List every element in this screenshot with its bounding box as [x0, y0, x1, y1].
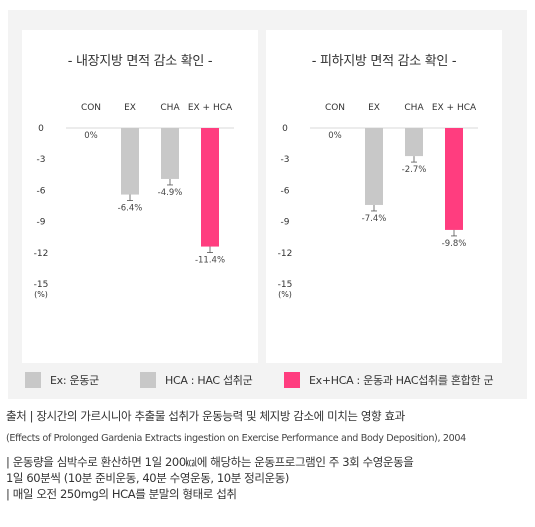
value-label: -2.7%	[402, 165, 427, 175]
bar	[365, 128, 383, 205]
bar	[201, 128, 219, 247]
category-label: CON	[325, 103, 345, 113]
y-tick-label: -12	[278, 249, 293, 259]
visceral-fat-chart: - 내장지방 면적 감소 확인 - CON EX CHA EX + HCA 0 -3 -6 -…	[22, 30, 258, 363]
y-tick-label: -6	[281, 186, 290, 196]
subcutaneous-fat-chart: - 피하지방 면적 감소 확인 - CON EX CHA EX + HCA 0 -3 -6 -…	[266, 30, 502, 363]
legend-item-ex-hca: Ex+HCA : 운동과 HAC섭취를 혼합한 군	[284, 368, 494, 392]
bar	[161, 128, 179, 179]
category-label: CON	[81, 103, 101, 113]
source-section: 출처 | 장시간의 가르시니아 추출물 섭취가 운동능력 및 체지방 감소에 미…	[6, 408, 531, 502]
study-notes: | 운동량을 심박수로 환산하면 1일 200㎉에 해당하는 운동프로그램인 주…	[6, 454, 531, 502]
legend-swatch	[284, 372, 300, 388]
chart-panel: - 내장지방 면적 감소 확인 - CON EX CHA EX + HCA 0 -3 -6-…	[8, 10, 527, 399]
y-tick-label: -12	[34, 249, 49, 259]
visceral-fat-plot: CON EX CHA EX + HCA 0 -3 -6 -9 -12 -15(%) 0% -6.4% -…	[34, 103, 234, 299]
y-tick-label: -9	[37, 218, 46, 228]
value-label: -9.8%	[442, 239, 467, 249]
y-tick-label: -15	[278, 280, 293, 290]
value-label: -4.9%	[158, 188, 183, 198]
value-label: 0%	[84, 131, 98, 141]
y-unit-label: (%)	[34, 290, 48, 299]
legend-label: Ex: 운동군	[50, 374, 99, 387]
y-tick-label: -15	[34, 280, 49, 290]
y-tick-label: -9	[281, 218, 290, 228]
legend-label: HCA : HAC 섭취군	[165, 374, 253, 387]
note-line: | 운동량을 심박수로 환산하면 1일 200㎉에 해당하는 운동프로그램인 주…	[6, 455, 414, 469]
category-label: EX	[368, 103, 380, 113]
category-label: CHA	[160, 103, 180, 113]
legend-label: Ex+HCA : 운동과 HAC섭취를 혼합한 군	[309, 374, 494, 387]
y-tick-label: 0	[282, 124, 288, 134]
value-label: -7.4%	[362, 214, 387, 224]
source-title: 출처 | 장시간의 가르시니아 추출물 섭취가 운동능력 및 체지방 감소에 미…	[6, 409, 405, 423]
y-tick-label: 0	[38, 124, 44, 134]
legend-swatch	[140, 372, 156, 388]
legend-item-ex: Ex: 운동군	[25, 368, 99, 392]
value-label: -6.4%	[118, 204, 143, 214]
note-line: | 매일 오전 250mg의 HCA를 분말의 형태로 섭취	[6, 487, 237, 501]
chart-title: - 내장지방 면적 감소 확인 -	[67, 54, 213, 69]
category-label: EX + HCA	[188, 103, 233, 113]
chart-title: - 피하지방 면적 감소 확인 -	[311, 54, 457, 69]
subcutaneous-fat-plot: CON EX CHA EX + HCA 0 -3 -6 -9 -12 -15(%) 0% -7.4% -…	[278, 103, 478, 299]
source-reference: (Effects of Prolonged Gardenia Extracts …	[6, 433, 466, 444]
legend-swatch	[25, 372, 41, 388]
bar	[405, 128, 423, 157]
bar	[445, 128, 463, 230]
y-tick-label: -6	[37, 186, 46, 196]
y-tick-label: -3	[37, 155, 46, 165]
y-unit-label: (%)	[278, 290, 292, 299]
value-label: -11.4%	[195, 256, 225, 266]
category-label: CHA	[404, 103, 424, 113]
legend-item-hca: HCA : HAC 섭취군	[140, 368, 253, 392]
category-label: EX	[124, 103, 136, 113]
value-label: 0%	[328, 131, 342, 141]
note-line: 1일 60분씩 (10분 준비운동, 40분 수영운동, 10분 정리운동)	[6, 471, 289, 485]
bar	[121, 128, 139, 195]
y-tick-label: -3	[281, 155, 290, 165]
category-label: EX + HCA	[432, 103, 477, 113]
